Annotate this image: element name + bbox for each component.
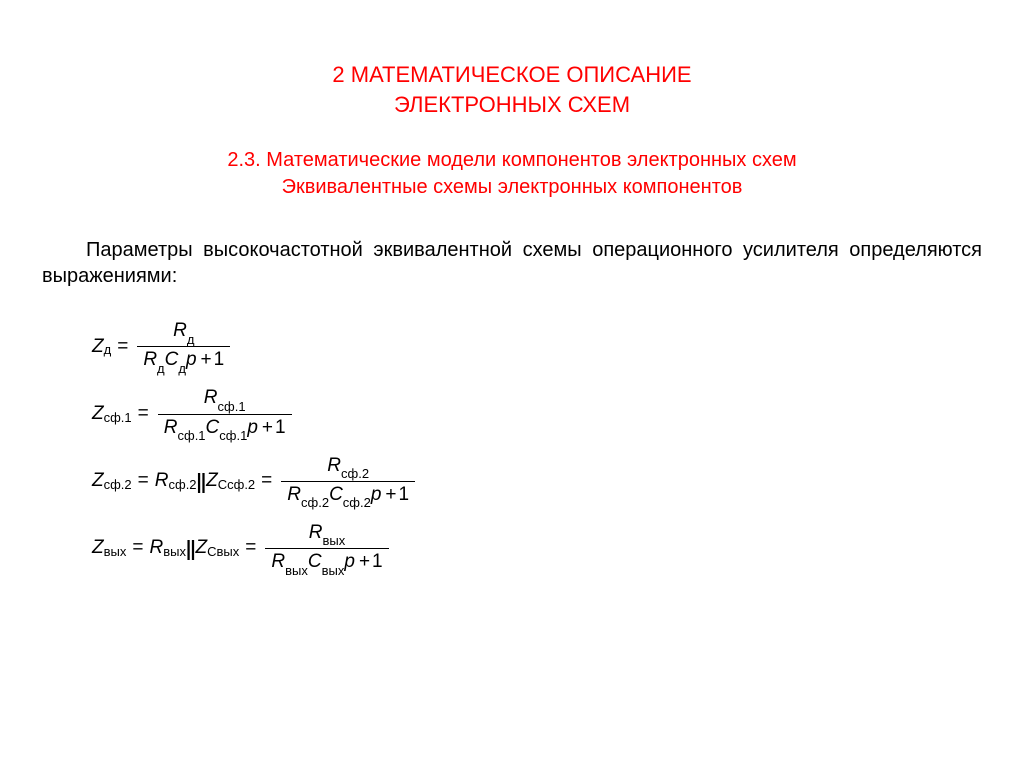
chapter-heading: 2 МАТЕМАТИЧЕСКОЕ ОПИСАНИЕ ЭЛЕКТРОННЫХ СХ… (40, 60, 984, 119)
eq4-num-sub: вых (323, 533, 346, 548)
eq3-num-sub: сф.2 (341, 466, 369, 481)
eq1-num-sub: д (187, 332, 195, 347)
document-page: 2 МАТЕМАТИЧЕСКОЕ ОПИСАНИЕ ЭЛЕКТРОННЫХ СХ… (0, 0, 1024, 628)
eq3-mid-bsub: Cсф.2 (218, 477, 255, 492)
eq4-den-p: p (344, 551, 355, 572)
eq4-num-var: R (309, 522, 323, 543)
eq2-num-var: R (204, 387, 218, 408)
eq1-den-rsub: д (157, 361, 165, 376)
eq1-num-var: R (173, 320, 187, 341)
eq3-lhs-sub: сф.2 (104, 477, 132, 492)
equals-sign: = (245, 537, 256, 559)
eq3-den-rsub: сф.2 (301, 495, 329, 510)
paragraph-text: Параметры высокочастотной эквивалентной … (40, 237, 984, 289)
eq4-den-r: R (271, 551, 285, 572)
eq4-fraction: Rвых RвыхCвыхp+1 (265, 521, 388, 576)
equation-3: Zсф.2 = Rсф.2‖ZCсф.2 = Rсф.2 Rсф.2Cсф.2p… (92, 454, 984, 509)
equals-sign: = (138, 470, 149, 492)
eq2-num-sub: сф.1 (218, 399, 246, 414)
eq3-fraction: Rсф.2 Rсф.2Cсф.2p+1 (281, 454, 415, 509)
paragraph-content: Параметры высокочастотной эквивалентной … (42, 239, 982, 287)
eq3-den-1: 1 (399, 484, 410, 505)
eq2-den-r: R (164, 417, 178, 438)
equation-1: Zд = Rд RдCдp+1 (92, 319, 984, 374)
eq1-den-p: p (186, 349, 197, 370)
equation-2: Zсф.1 = Rсф.1 Rсф.1Cсф.1p+1 (92, 386, 984, 441)
eq4-lhs-sub: вых (104, 544, 127, 559)
eq2-lhs-var: Z (92, 403, 104, 425)
eq3-mid-b: Z (206, 470, 218, 492)
eq1-den-1: 1 (214, 349, 225, 370)
eq3-lhs-var: Z (92, 470, 104, 492)
subheading-line-1: 2.3. Математические модели компонентов э… (227, 149, 796, 171)
eq1-fraction: Rд RдCдp+1 (137, 319, 230, 374)
heading-line-1: 2 МАТЕМАТИЧЕСКОЕ ОПИСАНИЕ (332, 62, 691, 87)
eq3-den-p: p (371, 484, 382, 505)
eq4-mid-b: Z (196, 537, 208, 559)
eq2-fraction: Rсф.1 Rсф.1Cсф.1p+1 (158, 386, 292, 441)
eq1-den-csub: д (178, 361, 186, 376)
eq2-den-rsub: сф.1 (178, 428, 206, 443)
eq4-den-c: C (308, 551, 322, 572)
eq4-mid-asub: вых (163, 544, 186, 559)
eq3-den-csub: сф.2 (343, 495, 371, 510)
eq2-den-c: C (206, 417, 220, 438)
eq4-lhs-var: Z (92, 537, 104, 559)
heading-line-2: ЭЛЕКТРОННЫХ СХЕМ (394, 92, 630, 117)
eq4-mid-bsub: Cвых (207, 544, 239, 559)
eq1-den-r: R (143, 349, 157, 370)
eq3-num-var: R (327, 455, 341, 476)
eq3-den-c: C (329, 484, 343, 505)
eq2-den-csub: сф.1 (219, 428, 247, 443)
eq4-mid-a: R (149, 537, 163, 559)
eq1-lhs-var: Z (92, 336, 104, 358)
section-heading: 2.3. Математические модели компонентов э… (40, 147, 984, 201)
equals-sign: = (261, 470, 272, 492)
eq3-den-r: R (287, 484, 301, 505)
eq3-mid-a: R (155, 470, 169, 492)
equation-4: Zвых = Rвых‖ZCвых = Rвых RвыхCвыхp+1 (92, 521, 984, 576)
subheading-line-2: Эквивалентные схемы электронных компонен… (282, 176, 743, 198)
eq2-den-p: p (247, 417, 258, 438)
eq4-den-rsub: вых (285, 563, 308, 578)
eq1-lhs-sub: д (104, 342, 112, 357)
eq3-mid-asub: сф.2 (169, 477, 197, 492)
eq4-den-1: 1 (372, 551, 383, 572)
equals-sign: = (117, 336, 128, 358)
eq1-den-c: C (165, 349, 179, 370)
equations-block: Zд = Rд RдCдp+1 Zсф.1 = Rсф.1 Rсф.1Cсф.1… (40, 319, 984, 575)
equals-sign: = (132, 537, 143, 559)
equals-sign: = (138, 403, 149, 425)
eq4-den-csub: вых (322, 563, 345, 578)
eq2-lhs-sub: сф.1 (104, 410, 132, 425)
eq2-den-1: 1 (275, 417, 286, 438)
